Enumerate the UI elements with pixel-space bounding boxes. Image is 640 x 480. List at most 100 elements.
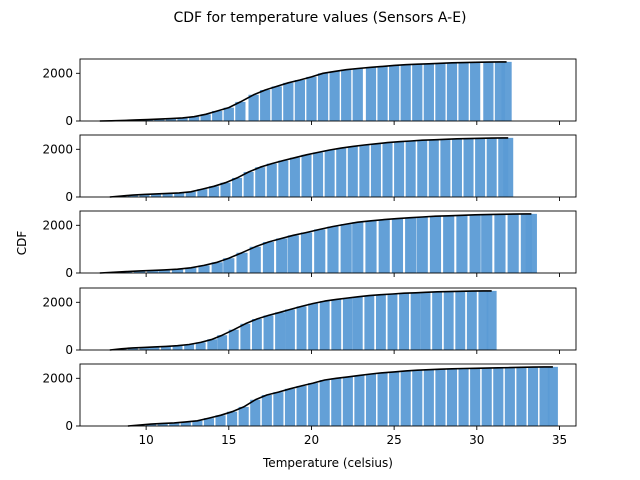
bar	[139, 194, 150, 197]
bar	[169, 422, 180, 426]
bar	[223, 107, 234, 121]
bar	[547, 366, 558, 426]
y-tick-label: 0	[65, 266, 73, 280]
bar	[146, 424, 157, 426]
bar	[251, 319, 262, 350]
bar	[440, 139, 451, 197]
y-tick-label: 2000	[42, 295, 73, 309]
bar	[284, 388, 296, 426]
bar	[375, 294, 386, 350]
cdf-line	[109, 290, 492, 351]
bar	[400, 370, 411, 426]
bar	[423, 369, 434, 426]
y-tick-label: 2000	[42, 218, 73, 232]
bar	[503, 137, 514, 197]
bar	[340, 224, 352, 273]
bar	[327, 226, 339, 273]
bar	[157, 423, 168, 426]
bar	[223, 258, 235, 273]
y-tick-label: 0	[65, 419, 73, 433]
bar	[296, 385, 307, 426]
bar	[171, 269, 184, 273]
bar	[248, 94, 259, 121]
panel-3: 0 2000	[42, 210, 577, 280]
axes-frame	[79, 363, 577, 427]
bar	[306, 76, 317, 121]
chart-title: CDF for temperature values (Sensors A-E)	[173, 10, 466, 26]
bar	[463, 138, 474, 197]
bar	[250, 399, 261, 426]
bar	[354, 375, 365, 426]
bar	[370, 143, 381, 197]
bar	[481, 368, 492, 426]
bar	[180, 421, 191, 426]
bar	[331, 378, 342, 426]
bar	[429, 216, 442, 273]
bar	[342, 298, 353, 350]
bar	[377, 372, 388, 426]
bar	[486, 290, 497, 350]
y-tick-label: 2000	[42, 371, 73, 385]
x-tick-label: 15	[221, 433, 236, 447]
bar	[451, 138, 462, 197]
bar	[185, 267, 197, 273]
bar	[208, 186, 219, 197]
bar	[470, 368, 481, 426]
bar	[387, 293, 398, 350]
panel-1: 0 2000	[42, 58, 577, 128]
bar	[466, 291, 477, 350]
bar	[481, 214, 493, 273]
bar	[443, 291, 454, 350]
x-tick-label: 10	[138, 433, 153, 447]
bar	[172, 345, 183, 350]
bar	[494, 61, 506, 121]
bar	[188, 116, 200, 121]
bar	[458, 62, 469, 121]
bar	[240, 323, 251, 350]
bar	[238, 406, 249, 426]
bar	[331, 299, 342, 350]
panel-5: 0 2000 10 15 20 25 30 35	[42, 363, 577, 447]
bar	[308, 303, 319, 350]
cdf-line	[99, 61, 507, 122]
bar	[260, 90, 271, 121]
bar	[294, 79, 306, 121]
bar	[400, 64, 411, 121]
bar	[285, 309, 295, 350]
y-tick-label: 0	[65, 343, 73, 357]
bar	[470, 62, 481, 121]
bar	[275, 312, 285, 350]
bar	[412, 64, 423, 121]
bar	[399, 293, 409, 350]
bar	[417, 140, 428, 197]
bar	[198, 265, 210, 273]
bar	[301, 154, 312, 197]
bar	[273, 392, 284, 426]
bar	[486, 138, 497, 197]
bar	[283, 82, 294, 121]
bar	[527, 367, 539, 426]
bar	[133, 270, 146, 273]
bar	[539, 366, 550, 426]
bar	[347, 146, 358, 197]
bar	[389, 371, 400, 426]
bar	[336, 148, 347, 197]
bar	[342, 376, 353, 426]
bar	[300, 232, 313, 273]
bar	[412, 370, 423, 426]
bar	[158, 269, 170, 273]
bar	[236, 252, 248, 273]
bar	[420, 292, 431, 350]
panels: 0 2000 0 2000 0 2000 0 2000 0 2000 10 15 20 25 30 35	[42, 58, 577, 447]
bar	[249, 246, 261, 273]
bar	[149, 346, 160, 350]
bar	[405, 217, 417, 273]
y-tick-label: 2000	[42, 66, 73, 80]
bar	[382, 142, 393, 197]
bar	[228, 329, 239, 350]
bar	[359, 145, 370, 197]
bar	[276, 238, 288, 273]
bar	[391, 218, 404, 273]
bar	[458, 368, 469, 426]
